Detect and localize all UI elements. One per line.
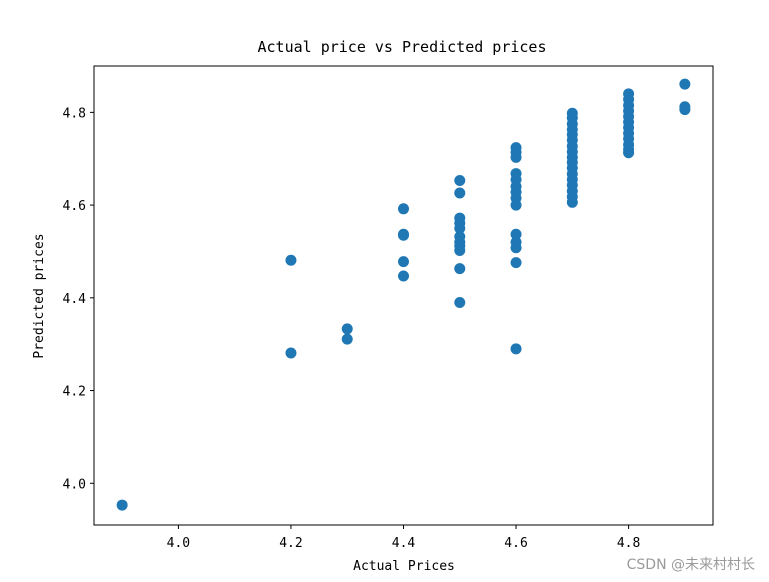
data-point — [398, 203, 409, 215]
data-point — [285, 347, 297, 359]
y-tick-label: 4.0 — [63, 477, 86, 492]
y-tick-label: 4.6 — [63, 199, 86, 214]
x-tick-label: 4.0 — [167, 536, 190, 551]
data-point — [341, 333, 353, 345]
data-point — [285, 254, 297, 266]
x-axis-label: Actual Prices — [353, 559, 455, 574]
data-point — [398, 229, 409, 241]
data-point — [398, 270, 409, 282]
data-point — [454, 296, 466, 308]
x-tick-label: 4.6 — [504, 536, 527, 551]
x-tick-label: 4.2 — [279, 536, 302, 551]
x-tick-label: 4.4 — [392, 536, 416, 551]
data-point — [510, 228, 522, 240]
data-point — [510, 343, 522, 355]
watermark: CSDN @未来村村长 — [626, 557, 755, 573]
data-point — [510, 242, 522, 254]
data-point — [398, 256, 409, 268]
data-point — [341, 323, 353, 335]
data-point — [566, 196, 578, 208]
data-point — [679, 78, 691, 90]
y-tick-label: 4.8 — [63, 106, 86, 121]
x-tick-label: 4.8 — [617, 536, 640, 551]
data-point — [454, 263, 466, 275]
data-point — [454, 175, 466, 187]
plot-area-frame — [93, 65, 714, 526]
y-axis-label: Predicted prices — [32, 233, 47, 358]
data-point — [623, 147, 635, 159]
data-point — [510, 257, 522, 269]
y-axis: 4.0 4.2 4.4 4.6 4.8 — [63, 106, 94, 492]
x-axis: 4.0 4.2 4.4 4.6 4.8 — [167, 525, 640, 551]
data-point — [510, 199, 522, 211]
data-points — [116, 78, 691, 511]
y-tick-label: 4.4 — [63, 292, 87, 307]
chart-title: Actual price vs Predicted prices — [258, 38, 547, 56]
data-point — [454, 245, 466, 257]
data-point — [116, 499, 128, 511]
y-tick-label: 4.2 — [63, 385, 86, 400]
data-point — [510, 151, 522, 163]
data-point — [454, 187, 466, 199]
data-point — [454, 222, 466, 234]
data-point — [679, 104, 691, 116]
